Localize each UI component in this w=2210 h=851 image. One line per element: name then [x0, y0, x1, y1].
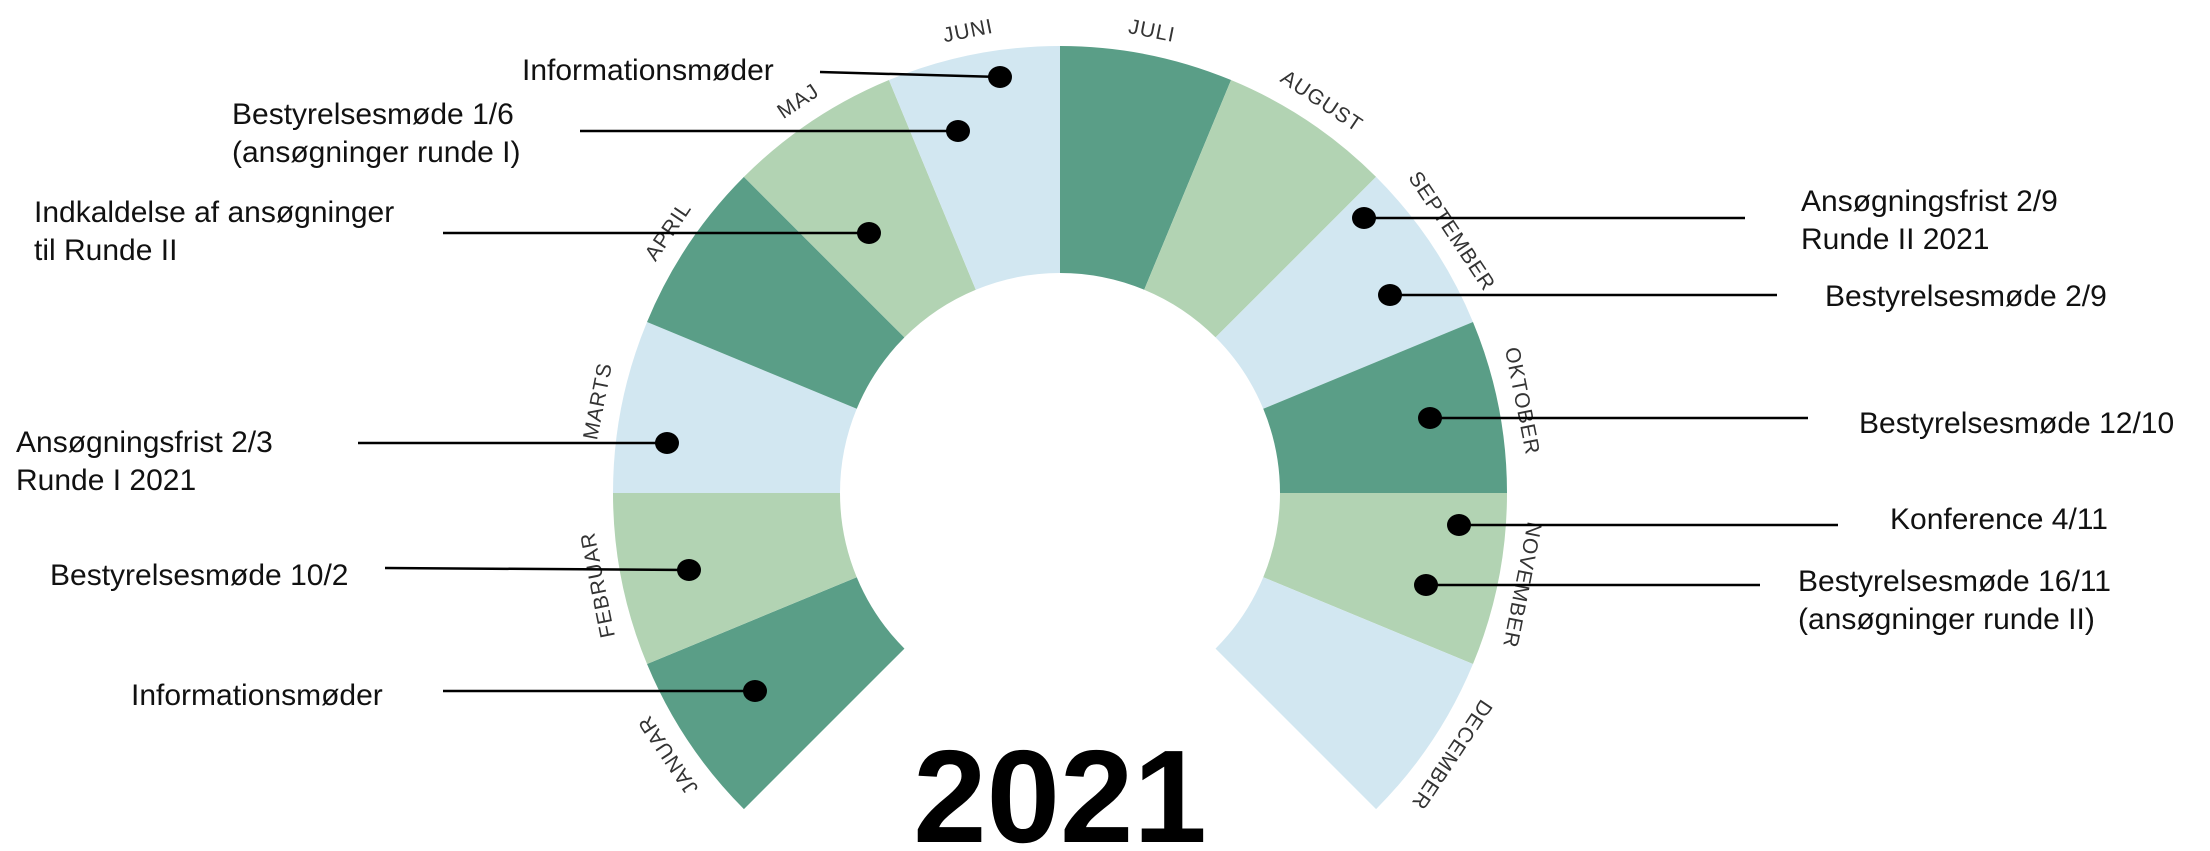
year-label: 2021 [913, 723, 1207, 851]
month-label-oktober: OKTOBER [1500, 345, 1544, 457]
event-label-line: Konference 4/11 [1890, 503, 2108, 536]
event-dot [677, 559, 701, 581]
event-informationsmoder-juni: Informationsmøder [522, 54, 1012, 88]
month-segment-december [1215, 577, 1473, 810]
event-label-line: til Runde II [34, 234, 177, 267]
event-label: Informationsmøder [131, 679, 383, 712]
event-ansogningsfrist-2-9: Ansøgningsfrist 2/9 Runde II 2021 [1352, 185, 2058, 256]
event-label-line: (ansøgninger runde II) [1798, 603, 2095, 636]
event-dot [655, 432, 679, 454]
event-label-line: Runde I 2021 [16, 464, 196, 497]
event-label: Ansøgningsfrist 2/9 Runde II 2021 [1801, 185, 2058, 256]
event-label-line: Informationsmøder [131, 679, 383, 712]
month-segment-maj [743, 80, 976, 338]
event-label: Indkaldelse af ansøgninger til Runde II [34, 196, 394, 267]
month-label-februar: FEBRUAR [576, 530, 620, 640]
month-segment-september [1215, 176, 1473, 409]
event-bestyrelsesmode-12-10: Bestyrelsesmøde 12/10 [1418, 407, 2174, 440]
event-indkaldelse: Indkaldelse af ansøgninger til Runde II [34, 196, 881, 267]
event-dot [1352, 207, 1376, 229]
month-label-juni: JUNI [941, 15, 995, 47]
month-segment-august [1144, 80, 1377, 338]
event-label: Bestyrelsesmøde 10/2 [50, 559, 348, 592]
month-segment-juni [888, 46, 1060, 290]
event-label-line: Bestyrelsesmøde 1/6 [232, 98, 514, 131]
event-dot [988, 66, 1012, 88]
event-label-line: Indkaldelse af ansøgninger [34, 196, 394, 229]
event-dot [1378, 284, 1402, 306]
event-informationsmoder-januar: Informationsmøder [131, 679, 767, 712]
event-dot [1447, 514, 1471, 536]
month-segment-april [647, 176, 905, 409]
month-segment-oktober [1263, 321, 1507, 493]
event-ansogningsfrist-2-3: Ansøgningsfrist 2/3 Runde I 2021 [16, 426, 679, 497]
month-segment-juli [1060, 46, 1232, 290]
event-konference-4-11: Konference 4/11 [1447, 503, 2108, 536]
leader-line [384, 566, 690, 572]
month-segment-februar [613, 493, 857, 665]
event-label-line: Bestyrelsesmøde 2/9 [1825, 280, 2107, 313]
event-label: Bestyrelsesmøde 16/11 (ansøgninger runde … [1798, 565, 2111, 636]
month-segment-november [1263, 493, 1507, 665]
event-bestyrelsesmode-16-11: Bestyrelsesmøde 16/11 (ansøgninger runde … [1414, 565, 2111, 636]
event-label-line: Bestyrelsesmøde 16/11 [1798, 565, 2111, 598]
event-bestyrelsesmode-1-6: Bestyrelsesmøde 1/6 (ansøgninger runde I) [232, 98, 970, 169]
event-label-line: Bestyrelsesmøde 12/10 [1859, 407, 2174, 440]
event-dot [946, 120, 970, 142]
leader-line [819, 70, 1001, 79]
event-dot [857, 222, 881, 244]
event-label: Ansøgningsfrist 2/3 Runde I 2021 [16, 426, 273, 497]
event-label: Bestyrelsesmøde 2/9 [1825, 280, 2107, 313]
event-dot [1418, 407, 1442, 429]
event-dot [1414, 574, 1438, 596]
month-label-maj: MAJ [773, 79, 823, 123]
event-bestyrelsesmode-10-2: Bestyrelsesmøde 10/2 [50, 559, 701, 592]
event-dot [743, 680, 767, 702]
month-segment-januar [647, 577, 905, 810]
event-label-line: Bestyrelsesmøde 10/2 [50, 559, 348, 592]
month-label-marts: MARTS [579, 361, 617, 442]
event-label-line: Informationsmøder [522, 54, 774, 87]
event-label-line: Runde II 2021 [1801, 223, 1989, 256]
event-label: Informationsmøder [522, 54, 774, 87]
month-label-juli: JULI [1126, 15, 1177, 47]
event-label-line: Ansøgningsfrist 2/9 [1801, 185, 2058, 218]
event-label: Bestyrelsesmøde 12/10 [1859, 407, 2174, 440]
event-bestyrelsesmode-2-9: Bestyrelsesmøde 2/9 [1378, 280, 2107, 313]
event-label: Konference 4/11 [1890, 503, 2108, 536]
month-segments [613, 46, 1507, 810]
event-label-line: (ansøgninger runde I) [232, 136, 521, 169]
event-label: Bestyrelsesmøde 1/6 (ansøgninger runde I) [232, 98, 521, 169]
event-label-line: Ansøgningsfrist 2/3 [16, 426, 273, 459]
